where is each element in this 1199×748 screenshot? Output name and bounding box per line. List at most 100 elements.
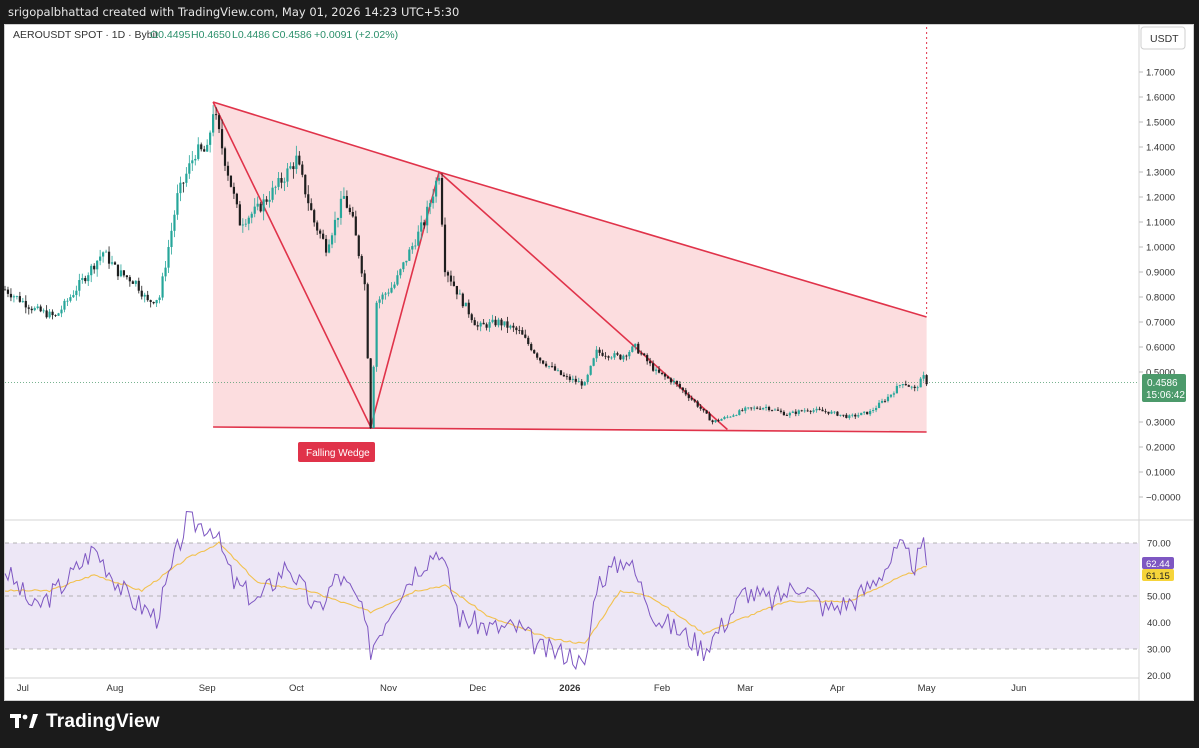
- candle-body: [443, 224, 447, 273]
- candle-body: [295, 155, 298, 170]
- pattern-label-text: Falling Wedge: [306, 448, 370, 459]
- candles: [3, 105, 928, 429]
- candle-body: [220, 129, 224, 149]
- candle-body: [170, 230, 173, 248]
- candle-body: [134, 280, 137, 284]
- candle-body: [384, 293, 387, 295]
- candle-body: [39, 306, 42, 312]
- candle-body: [408, 249, 411, 261]
- time-tick-label: Jun: [1011, 683, 1026, 694]
- price-ticks: 1.7000 1.6000 1.5000 1.4000 1.3000 1.2000 1.10…: [1139, 68, 1181, 504]
- candle-body: [913, 386, 916, 389]
- wedge-lower-line[interactable]: [213, 426, 927, 433]
- candle-body: [390, 287, 393, 293]
- candle-body: [158, 297, 161, 301]
- candle-body: [675, 380, 678, 384]
- candle-body: [806, 410, 809, 412]
- price-tick-label: 1.3000: [1146, 168, 1175, 179]
- brand[interactable]: TradingView: [10, 711, 160, 733]
- candle-body: [583, 382, 586, 386]
- candle-body: [592, 358, 595, 366]
- legend[interactable]: AEROUSDT SPOT · 1D · Bybit O0.4495 H0.46…: [13, 29, 398, 41]
- candle-body: [756, 407, 759, 409]
- candle-body: [432, 196, 435, 204]
- candle-body: [556, 370, 560, 372]
- candle-body: [188, 163, 191, 174]
- candle-body: [565, 376, 568, 378]
- candle-body: [848, 415, 851, 418]
- candle-body: [922, 375, 925, 379]
- candle-body: [223, 148, 227, 166]
- candle-body: [851, 414, 854, 416]
- candle-body: [628, 351, 631, 357]
- candle-body: [449, 275, 453, 282]
- candle-body: [521, 330, 524, 335]
- candle-body: [396, 275, 399, 285]
- pattern-label[interactable]: Falling Wedge: [298, 442, 375, 462]
- candle-body: [197, 144, 200, 159]
- candle-body: [99, 256, 102, 261]
- candle-body: [506, 321, 509, 328]
- candle-body: [116, 264, 120, 277]
- candle-body: [387, 292, 390, 294]
- candle-body: [889, 394, 893, 397]
- candle-body: [842, 414, 845, 416]
- candle-body: [327, 244, 331, 253]
- candle-body: [464, 302, 467, 307]
- candle-body: [238, 204, 241, 226]
- candle-body: [360, 256, 363, 274]
- candle-body: [470, 314, 473, 321]
- candle-body: [690, 398, 693, 400]
- candle-body: [857, 415, 860, 417]
- wedge-zigzag-line[interactable]: [212, 101, 728, 431]
- candle-body: [63, 300, 66, 310]
- candle-body: [250, 213, 253, 218]
- candle-body: [417, 231, 420, 246]
- candle-body: [333, 219, 337, 236]
- candle-body: [791, 411, 794, 413]
- candle-body: [544, 363, 548, 367]
- candle-body: [910, 386, 913, 388]
- candle-body: [589, 365, 592, 375]
- candle-body: [36, 306, 39, 309]
- price-tick-label: 1.4000: [1146, 143, 1175, 154]
- candle-body: [892, 393, 896, 395]
- candle-body: [767, 406, 771, 411]
- candle-body: [351, 212, 354, 217]
- candle-body: [301, 164, 304, 175]
- candle-body: [12, 296, 16, 298]
- candle-body: [527, 337, 530, 344]
- candle-body: [491, 319, 494, 323]
- candle-body: [434, 180, 438, 197]
- candle-body: [191, 160, 194, 164]
- currency-button[interactable]: USDT: [1140, 26, 1186, 50]
- candle-body: [494, 319, 497, 326]
- last-price: 0.4586: [1147, 378, 1178, 389]
- candle-body: [699, 406, 702, 409]
- candle-body: [93, 265, 96, 270]
- candle-body: [509, 325, 512, 328]
- candle-body: [137, 280, 140, 291]
- candle-body: [458, 293, 461, 295]
- candle-body: [854, 414, 857, 417]
- candle-body: [72, 295, 75, 298]
- candle-body: [714, 420, 717, 423]
- candle-body: [616, 353, 619, 355]
- candle-body: [702, 408, 705, 411]
- candle-body: [271, 187, 274, 200]
- rsi-tick-label: 70.00: [1147, 539, 1171, 550]
- candle-body: [571, 378, 574, 380]
- falling-wedge[interactable]: [5, 27, 1139, 433]
- candle-body: [607, 356, 610, 358]
- candle-body: [482, 322, 485, 325]
- candle-body: [182, 182, 185, 184]
- legend-low: L0.4486: [232, 29, 270, 41]
- candle-body: [839, 414, 842, 416]
- time-tick-label: Jul: [17, 683, 29, 694]
- candle-body: [322, 233, 325, 239]
- legend-close: C0.4586: [272, 29, 312, 41]
- candle-body: [90, 265, 93, 276]
- candle-body: [711, 420, 714, 423]
- candle-body: [9, 293, 13, 298]
